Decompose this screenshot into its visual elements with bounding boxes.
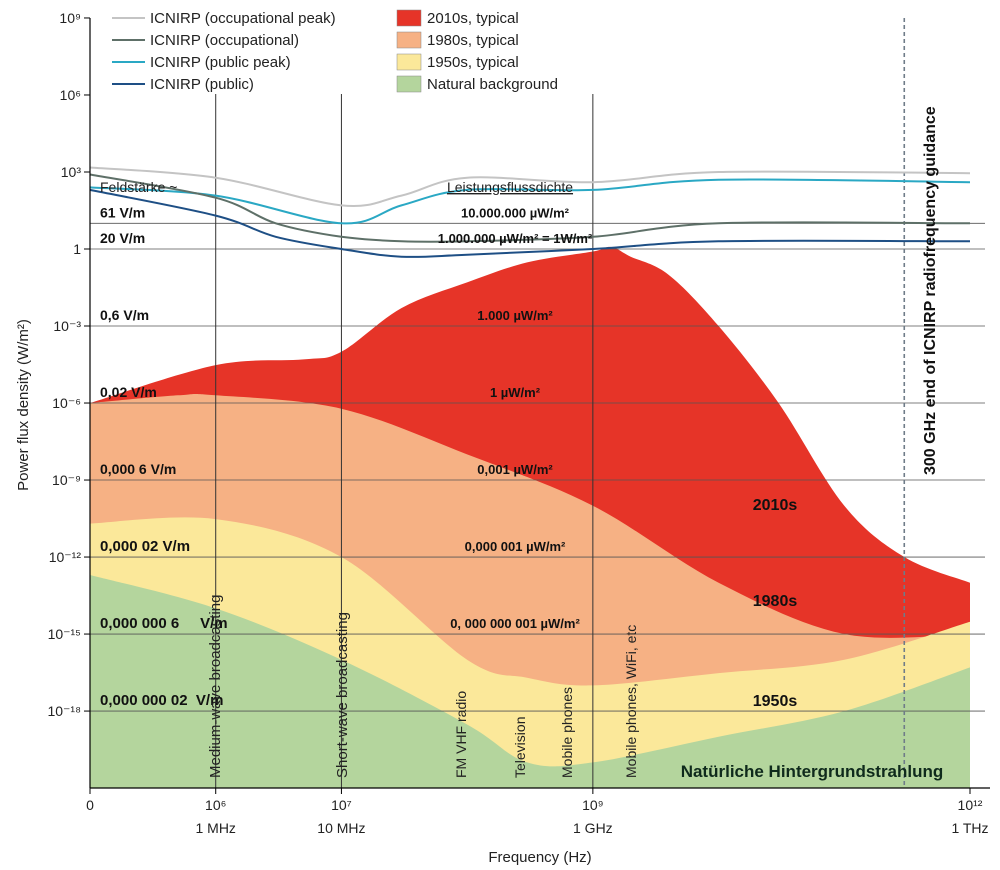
field-strength-label: 0,000 6 V/m: [100, 461, 176, 477]
flux-density-header: Leistungsflussdichte: [447, 179, 573, 195]
boundary-label: 300 GHz end of ICNIRP radiofrequency gui…: [922, 106, 939, 475]
line-series-1: [89, 178, 971, 225]
y-tick-label: 10⁻³: [53, 318, 81, 334]
x-tick-label: 0: [86, 797, 94, 813]
legend-area-swatch: [396, 53, 422, 71]
y-tick-label: 10⁻¹⁸: [47, 703, 81, 719]
region-label: 2010s: [753, 497, 798, 514]
y-tick-label: 10³: [61, 164, 82, 180]
legend-area-label: 1980s, typical: [427, 32, 519, 49]
field-strength-label: 0,000 02 V/m: [100, 538, 190, 555]
field-strength-label: 0,02 V/m: [100, 384, 157, 400]
annotation-labels: Feldstärke ~ Leistungsflussdichte 61 V/m 10…: [100, 106, 943, 781]
y-tick-label: 10⁻¹⁵: [48, 626, 81, 642]
legend-line-label: ICNIRP (public peak): [150, 54, 291, 71]
y-tick-label: 1: [73, 241, 81, 257]
y-tick-label: 10⁻⁹: [52, 472, 81, 488]
region-label: 1950s: [753, 693, 798, 710]
field-strength-label: 0,000 000 6 V/m: [100, 615, 228, 632]
legend-area-label: Natural background: [427, 76, 558, 93]
legend-line-label: ICNIRP (occupational peak): [150, 10, 336, 27]
axes-layer: 10⁹ 10⁶ 10³ 1 10⁻³ 10⁻⁶ 10⁻⁹ 10⁻¹² 10⁻¹⁵ 10⁻¹⁸ 0 10…: [15, 10, 990, 866]
x-tick-sublabel: 1 GHz: [573, 820, 613, 836]
legend-area-label: 2010s, typical: [427, 10, 519, 27]
legend-line-label: ICNIRP (public): [150, 76, 254, 93]
vertical-application-label: Mobile phones: [559, 687, 575, 778]
vertical-application-label: Medium-wave broadcasting: [207, 595, 224, 778]
x-tick-label: 10⁶: [205, 797, 226, 813]
flux-density-label: 0,000 001 µW/m²: [465, 539, 566, 554]
legend-area-swatch: [396, 75, 422, 93]
flux-density-label: 0, 000 000 001 µW/m²: [450, 616, 580, 631]
area-series-layer: [90, 246, 970, 789]
icnirp-line-series: [89, 166, 971, 259]
vertical-application-label: FM VHF radio: [453, 691, 469, 778]
field-strength-label: 0,6 V/m: [100, 307, 149, 323]
legend-area-swatch: [396, 9, 422, 27]
flux-density-label: 1.000 µW/m²: [477, 308, 553, 323]
x-tick-sublabel: 1 THz: [951, 820, 988, 836]
x-tick-label: 10¹²: [958, 797, 983, 813]
legend: ICNIRP (occupational peak) ICNIRP (occupa…: [112, 9, 558, 93]
field-strength-header: Feldstärke ~: [100, 179, 177, 195]
legend-line-label: ICNIRP (occupational): [150, 32, 299, 49]
y-tick-label: 10⁶: [60, 87, 81, 103]
x-axis-label: Frequency (Hz): [488, 849, 591, 866]
y-tick-label: 10⁹: [59, 10, 81, 26]
x-tick-sublabel: 1 MHz: [195, 820, 235, 836]
flux-density-label: 1 µW/m²: [490, 385, 541, 400]
region-label: Natürliche Hintergrundstrahlung: [681, 762, 944, 781]
flux-density-label: 10.000.000 µW/m²: [461, 205, 570, 220]
vertical-application-label: Short-wave broadcasting: [334, 612, 351, 778]
field-strength-label: 61 V/m: [100, 204, 145, 220]
y-axis-label: Power flux density (W/m²): [15, 319, 32, 491]
field-strength-label: 0,000 000 02 V/m: [100, 692, 223, 709]
line-series-2: [89, 173, 971, 243]
flux-density-label: 0,001 µW/m²: [477, 462, 553, 477]
x-tick-sublabel: 10 MHz: [317, 820, 365, 836]
vertical-application-label: Television: [512, 717, 528, 778]
flux-density-label: 1.000.000 µW/m² = 1W/m²: [438, 231, 593, 246]
field-strength-label: 20 V/m: [100, 230, 145, 246]
vertical-application-label: Mobile phones, WiFi, etc: [623, 625, 639, 778]
x-tick-label: 10⁷: [331, 797, 352, 813]
x-tick-label: 10⁹: [582, 797, 604, 813]
legend-area-label: 1950s, typical: [427, 54, 519, 71]
y-tick-label: 10⁻⁶: [52, 395, 81, 411]
line-series-0: [89, 166, 971, 208]
line-series-3: [89, 188, 971, 259]
region-label: 1980s: [753, 593, 798, 610]
y-tick-label: 10⁻¹²: [49, 549, 82, 565]
vertical-marker-lines: [215, 18, 906, 788]
legend-area-swatch: [396, 31, 422, 49]
area-3: [90, 575, 970, 788]
